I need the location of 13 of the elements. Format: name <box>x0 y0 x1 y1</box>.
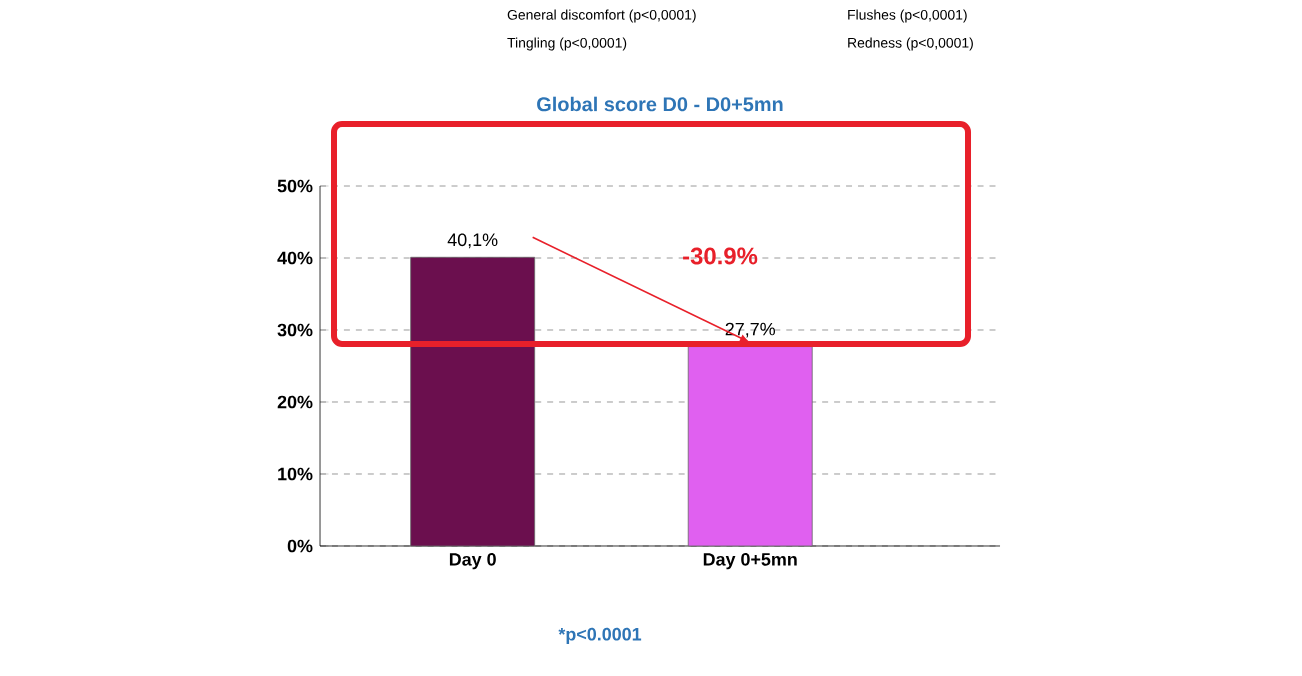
y-tick-label: 20% <box>277 395 313 409</box>
y-tick-label: 30% <box>277 323 313 337</box>
data-label: 40,1% <box>447 233 498 249</box>
chart-title: Global score D0 - D0+5mn <box>537 96 783 112</box>
y-tick-label: 10% <box>278 467 313 481</box>
y-tick-label: 0% <box>287 539 313 553</box>
y-tick-label: 50% <box>277 179 313 193</box>
data-label: 27,7% <box>725 322 776 338</box>
text: *p<0.0001 <box>558 627 642 645</box>
y-tick-label: 40% <box>277 251 313 265</box>
x-tick-label: Day 0+5mn <box>703 553 797 570</box>
annotation: -30.9% <box>683 247 758 265</box>
x-tick-label: Day 0 <box>449 553 496 570</box>
